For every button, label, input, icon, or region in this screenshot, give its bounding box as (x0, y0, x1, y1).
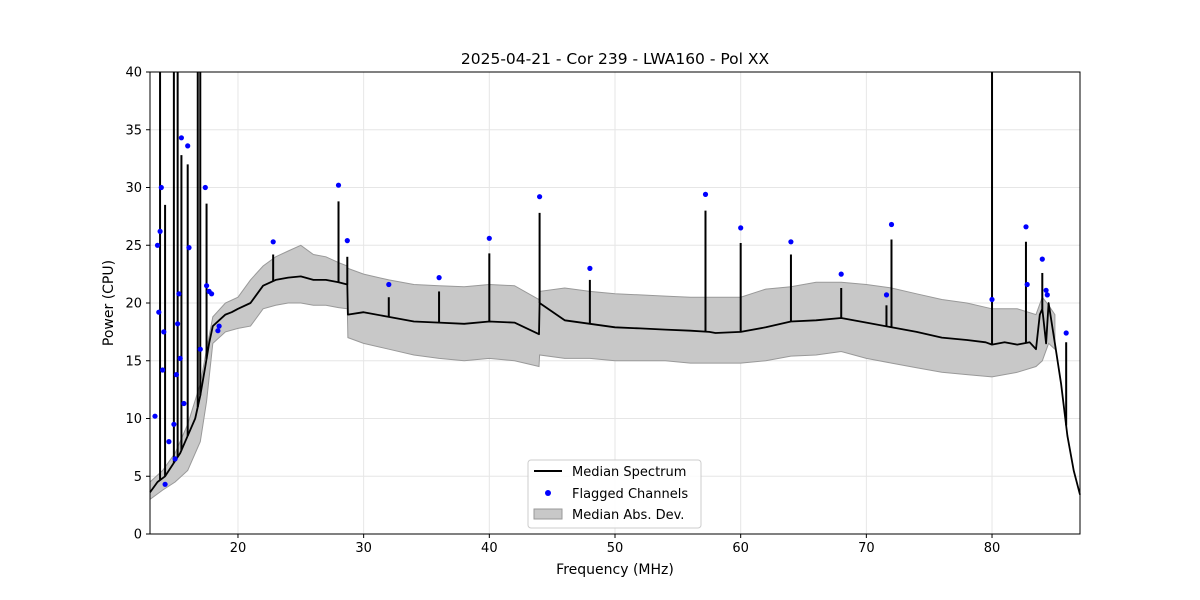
flagged-channel-point (160, 367, 166, 373)
flagged-channel-point (335, 182, 342, 188)
flagged-channel-point (197, 346, 203, 352)
flagged-channel-point (157, 228, 163, 234)
x-tick-label: 60 (732, 541, 749, 556)
flagged-channel-point (738, 225, 744, 231)
legend-mad-swatch (533, 508, 563, 520)
y-axis-ticks: 0 5 10 15 20 25 30 35 40 (125, 66, 150, 543)
flagged-channel-point (486, 235, 492, 241)
y-tick-label: 35 (125, 123, 142, 138)
flagged-channel-point (176, 291, 182, 297)
flagged-channel-point (186, 245, 192, 251)
x-tick-label: 70 (858, 541, 875, 556)
y-tick-label: 15 (125, 354, 142, 369)
flagged-channel-point (204, 283, 210, 289)
flagged-channel-point (173, 372, 179, 378)
flagged-channel-point (162, 481, 168, 487)
y-tick-label: 20 (125, 297, 142, 312)
flagged-channel-point (838, 271, 844, 277)
x-axis-label: Frequency (MHz) (556, 562, 674, 578)
flagged-channel-point (1043, 287, 1049, 293)
flagged-channel-point (386, 281, 392, 288)
y-tick-label: 30 (125, 181, 142, 196)
legend: Median Spectrum Flagged Channels Median … (527, 459, 702, 529)
legend-flagged-swatch (545, 490, 551, 496)
y-tick-label: 10 (125, 412, 142, 427)
flagged-channel-point (1024, 281, 1030, 288)
y-tick-label: 40 (125, 66, 142, 81)
flagged-channel-point (587, 265, 593, 271)
flagged-channel-point (788, 239, 794, 245)
flagged-channel-point (1044, 292, 1050, 298)
flagged-channel-point (152, 413, 158, 419)
flagged-channel-point (1039, 256, 1045, 262)
flagged-channel-point (215, 328, 221, 334)
flagged-channel-point (1023, 224, 1029, 230)
flagged-channel-point (209, 291, 215, 297)
legend-flagged-label: Flagged Channels (572, 487, 688, 502)
flagged-channel-point (166, 439, 172, 445)
flagged-channel-point (537, 194, 543, 200)
flagged-channel-point (989, 296, 995, 303)
flagged-channel-point (175, 321, 181, 327)
x-tick-label: 50 (607, 541, 624, 556)
x-tick-label: 80 (984, 541, 1001, 556)
y-axis-label: Power (CPU) (101, 260, 117, 346)
x-tick-label: 30 (355, 541, 372, 556)
flagged-channel-point (158, 184, 164, 191)
chart-title: 2025-04-21 - Cor 239 - LWA160 - Pol XX (461, 50, 770, 68)
flagged-channel-point (185, 143, 191, 149)
x-axis-ticks: 20 30 40 50 60 70 80 (230, 534, 1001, 556)
flagged-channel-point (202, 184, 208, 191)
flagged-channel-point (161, 329, 167, 335)
flagged-channel-point (888, 221, 895, 228)
plot-area (149, 72, 1081, 501)
flagged-channel-point (171, 421, 177, 427)
legend-box (527, 459, 702, 529)
legend-median-label: Median Spectrum (572, 465, 686, 480)
flagged-channel-point (216, 323, 222, 329)
flagged-channel-point (156, 309, 162, 315)
y-tick-label: 0 (134, 528, 142, 543)
legend-mad-label: Median Abs. Dev. (572, 508, 684, 523)
flagged-channel-point (436, 275, 442, 281)
flagged-channel-point (177, 355, 183, 361)
y-tick-label: 25 (125, 239, 142, 254)
flagged-channel-point (344, 238, 350, 244)
flagged-channel-point (172, 456, 178, 462)
x-tick-label: 40 (481, 541, 498, 556)
x-tick-label: 20 (230, 541, 247, 556)
flagged-channel-point (702, 191, 709, 197)
flagged-channel-point (181, 400, 187, 407)
y-tick-label: 5 (134, 470, 142, 485)
flagged-channel-point (178, 135, 184, 141)
flagged-channel-point (883, 292, 890, 298)
flagged-channel-point (270, 239, 276, 245)
flagged-channel-point (1063, 330, 1069, 336)
flagged-channel-point (154, 242, 161, 248)
